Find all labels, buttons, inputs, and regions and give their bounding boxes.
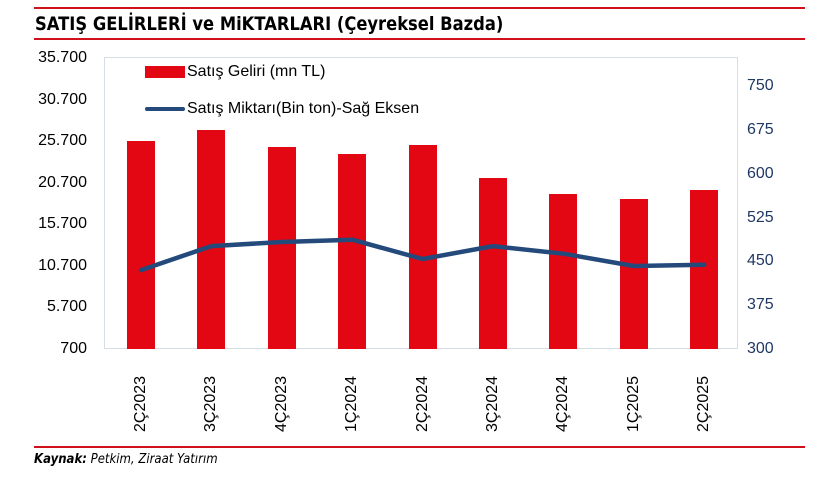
legend-item-revenue: Satış Geliri (mn TL) <box>145 63 325 81</box>
bar <box>549 194 578 349</box>
right-axis-tick: 375 <box>747 296 774 314</box>
left-axis-tick: 10.700 <box>38 256 87 274</box>
left-axis-tick: 700 <box>60 340 87 357</box>
right-axis-tick: 300 <box>747 340 774 357</box>
source-label: Kaynak: <box>34 452 87 467</box>
right-axis-tick: 750 <box>747 77 774 94</box>
line-swatch-icon <box>145 107 185 111</box>
bar <box>479 177 507 349</box>
bar <box>197 130 226 349</box>
bar <box>338 153 367 349</box>
x-axis-label: 3Ç2024 <box>484 375 501 432</box>
legend-item-volume: Satış Miktarı(Bin ton)-Sağ Eksen <box>145 100 419 118</box>
left-axis-tick: 20.700 <box>38 173 87 191</box>
x-axis-label: 2Ç2023 <box>132 375 149 432</box>
x-axis-label: 4Ç2023 <box>272 375 290 432</box>
bar <box>619 199 648 349</box>
bar-swatch-icon <box>145 66 185 78</box>
right-axis-tick: 600 <box>747 164 774 182</box>
left-axis-tick: 30.700 <box>38 90 87 108</box>
right-axis-tick: 450 <box>747 252 774 270</box>
legend-label: Satış Geliri (mn TL) <box>187 63 326 80</box>
title-top-rule <box>34 7 805 9</box>
x-axis-label: 2Ç2025 <box>695 375 713 432</box>
bar <box>408 145 437 349</box>
source-text: Petkim, Ziraat Yatırım <box>86 452 218 467</box>
left-axis-tick: 25.700 <box>38 132 87 150</box>
chart-title: SATIŞ GELİRLERİ ve MiKTARLARI (Çeyreksel… <box>35 13 504 35</box>
left-axis-tick: 15.700 <box>38 215 87 233</box>
x-axis-label: 3Ç2023 <box>202 375 220 432</box>
left-axis-tick: 35.700 <box>38 49 87 66</box>
x-axis-label: 1Ç2024 <box>343 375 361 432</box>
bar <box>690 190 719 349</box>
legend-label: Satış Miktarı(Bin ton)-Sağ Eksen <box>187 100 420 117</box>
source-note: Kaynak: Petkim, Ziraat Yatırım <box>34 452 218 467</box>
footer-rule <box>34 446 805 448</box>
right-axis-tick: 525 <box>747 208 774 226</box>
left-axis-tick: 5.700 <box>46 298 87 316</box>
x-axis-label: 2Ç2024 <box>413 375 431 432</box>
x-axis-label: 1Ç2025 <box>624 375 642 432</box>
title-bottom-rule <box>34 38 805 40</box>
x-axis-label: 4Ç2024 <box>554 375 572 432</box>
bar <box>267 146 296 349</box>
bar <box>127 141 155 349</box>
right-axis-tick: 675 <box>747 120 774 138</box>
